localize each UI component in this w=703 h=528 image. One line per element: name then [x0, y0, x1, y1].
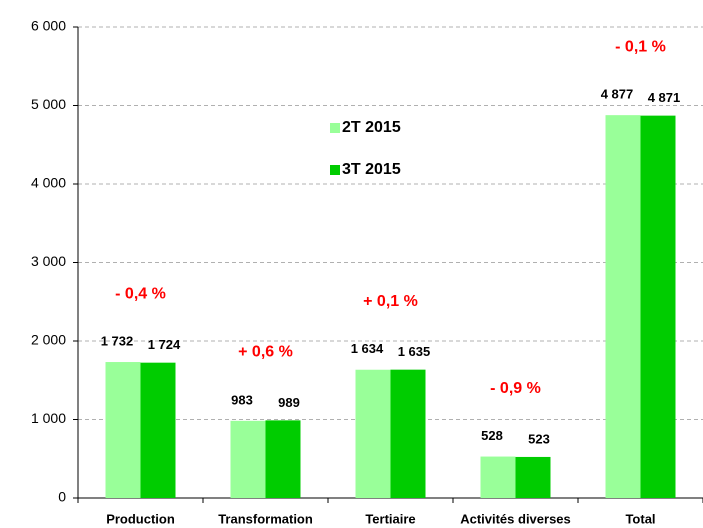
value-label: 1 634	[351, 341, 384, 356]
bar	[265, 420, 301, 498]
bar	[605, 115, 641, 498]
bar	[640, 115, 676, 499]
y-tick-label: 6 000	[31, 18, 66, 34]
legend-label: 2T 2015	[342, 119, 401, 136]
bar	[480, 456, 516, 498]
value-label: 1 732	[101, 333, 134, 348]
change-label: - 0,9 %	[490, 380, 541, 397]
x-tick-label: Production	[106, 511, 175, 526]
change-label: - 0,4 %	[115, 285, 166, 302]
y-tick-label: 3 000	[31, 253, 66, 269]
bar	[230, 420, 266, 498]
value-label: 1 635	[398, 344, 431, 359]
bar	[140, 362, 176, 498]
change-label: + 0,1 %	[363, 293, 418, 310]
value-label: 528	[481, 428, 503, 443]
change-label: + 0,6 %	[238, 344, 293, 361]
value-label: 4 877	[601, 87, 634, 102]
bar	[105, 362, 141, 498]
x-tick-label: Transformation	[218, 511, 313, 526]
y-tick-label: 1 000	[31, 410, 66, 426]
value-label: 983	[231, 392, 253, 407]
bar	[390, 369, 426, 498]
value-label: 1 724	[148, 337, 181, 352]
y-tick-label: 2 000	[31, 332, 66, 348]
value-label: 989	[278, 395, 300, 410]
value-label: 4 871	[648, 90, 681, 105]
value-label: 523	[528, 431, 550, 446]
legend-swatch	[330, 165, 340, 175]
x-tick-label: Total	[625, 511, 655, 526]
bar	[355, 369, 391, 498]
y-tick-label: 5 000	[31, 96, 66, 112]
x-tick-label: Activités diverses	[460, 511, 571, 526]
y-tick-label: 0	[58, 489, 66, 505]
y-tick-label: 4 000	[31, 175, 66, 191]
legend-label: 3T 2015	[342, 161, 401, 178]
x-tick-label: Tertiaire	[365, 511, 415, 526]
change-label: - 0,1 %	[615, 38, 666, 55]
legend-swatch	[330, 123, 340, 133]
bar	[515, 456, 551, 498]
